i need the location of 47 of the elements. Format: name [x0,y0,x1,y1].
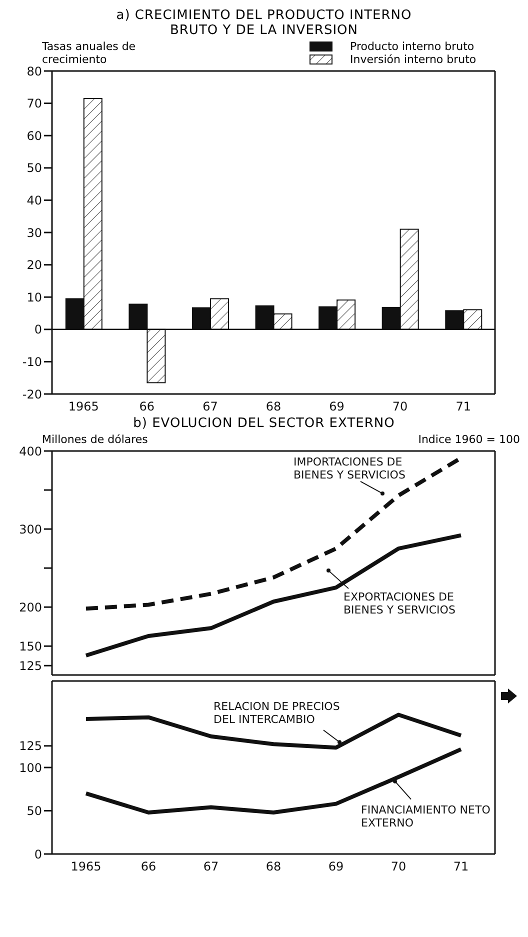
x-tick-label: 1965 [68,400,99,414]
y-tick-label: 70 [26,96,42,111]
x-tick-label: 69 [328,860,344,874]
y-tick-label: 300 [19,522,42,536]
x-tick-label: 69 [329,400,344,414]
x-tick-label: 67 [202,400,218,414]
y-tick-label: 80 [26,64,42,78]
x-tick-label: 68 [266,860,282,874]
x-tick-label: 71 [453,860,469,874]
y-tick-label: 100 [19,760,42,775]
x-tick-label: 68 [266,400,282,414]
y-tick-label: 50 [26,161,42,176]
y-tick-label: 50 [26,804,42,818]
y-tick-label: 125 [19,658,42,673]
x-tick-label: 71 [456,400,471,414]
chart-title: b) EVOLUCION DEL SECTOR EXTERNO [132,416,396,431]
y-tick-label: 0 [34,322,42,337]
y-axis-title: Tasas anuales de crecimiento [42,40,136,66]
x-tick-label: 66 [140,860,156,874]
y2-axis-title: Indice 1960 = 100 [418,433,520,446]
legend-label: Producto interno bruto [350,40,476,53]
y-tick-label: 150 [19,639,42,654]
y-tick-label: 10 [26,290,42,304]
y-tick-label: 30 [26,226,42,240]
line-series [84,712,463,750]
chart-title: a) CRECIMIENTO DEL PRODUCTO INTERNO BRUTO Y DE LA INVERSION [115,8,413,38]
y-tick-label: 400 [19,444,42,458]
y-tick-label: 60 [26,128,42,143]
x-tick-label: 66 [139,400,155,414]
y-tick-label: 0 [34,847,42,862]
y-tick-label: -20 [22,387,42,402]
x-tick-label: 1965 [70,860,102,874]
series-label: IMPORTACIONES DE BIENES Y SERVICIOS [294,455,406,482]
x-tick-label: 70 [392,400,408,414]
legend-label: Inversión interno bruto [350,53,478,66]
series-label: RELACION DE PRECIOS DEL INTERCAMBIO [214,700,340,726]
x-tick-label: 70 [390,860,406,874]
y-tick-label: 40 [26,193,42,208]
y-tick-label: 200 [19,600,42,614]
legend-label: EXPORTACIONES DE BIENES Y SERVICIOS [344,590,456,617]
legend-label: FINANCIAMIENTO NETO EXTERNO [361,803,491,830]
y-tick-label: 125 [19,739,42,754]
line-series [84,533,463,658]
y-tick-label: 20 [26,258,42,272]
y-tick-label: -10 [22,354,42,369]
x-tick-label: 67 [203,860,219,874]
y-axis-title: Millones de dólares [42,433,148,446]
